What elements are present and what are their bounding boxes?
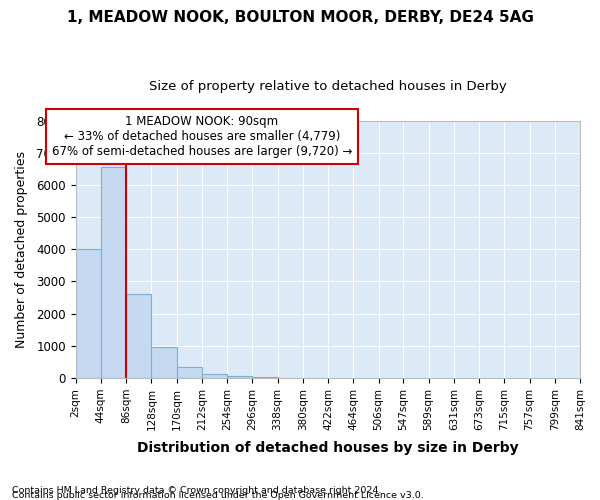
Text: 1 MEADOW NOOK: 90sqm
← 33% of detached houses are smaller (4,779)
67% of semi-de: 1 MEADOW NOOK: 90sqm ← 33% of detached h… [52, 115, 352, 158]
Bar [176, 368, 202, 378]
Y-axis label: Number of detached properties: Number of detached properties [15, 151, 28, 348]
Title: Size of property relative to detached houses in Derby: Size of property relative to detached ho… [149, 80, 507, 93]
Text: 1, MEADOW NOOK, BOULTON MOOR, DERBY, DE24 5AG: 1, MEADOW NOOK, BOULTON MOOR, DERBY, DE2… [67, 10, 533, 25]
Bar [227, 376, 253, 378]
X-axis label: Distribution of detached houses by size in Derby: Distribution of detached houses by size … [137, 441, 518, 455]
Bar [76, 250, 101, 378]
Text: Contains HM Land Registry data © Crown copyright and database right 2024.: Contains HM Land Registry data © Crown c… [12, 486, 382, 495]
Bar [126, 294, 151, 378]
Bar [151, 348, 176, 378]
Text: Contains public sector information licensed under the Open Government Licence v3: Contains public sector information licen… [12, 491, 424, 500]
Bar [202, 374, 227, 378]
Bar [101, 167, 126, 378]
